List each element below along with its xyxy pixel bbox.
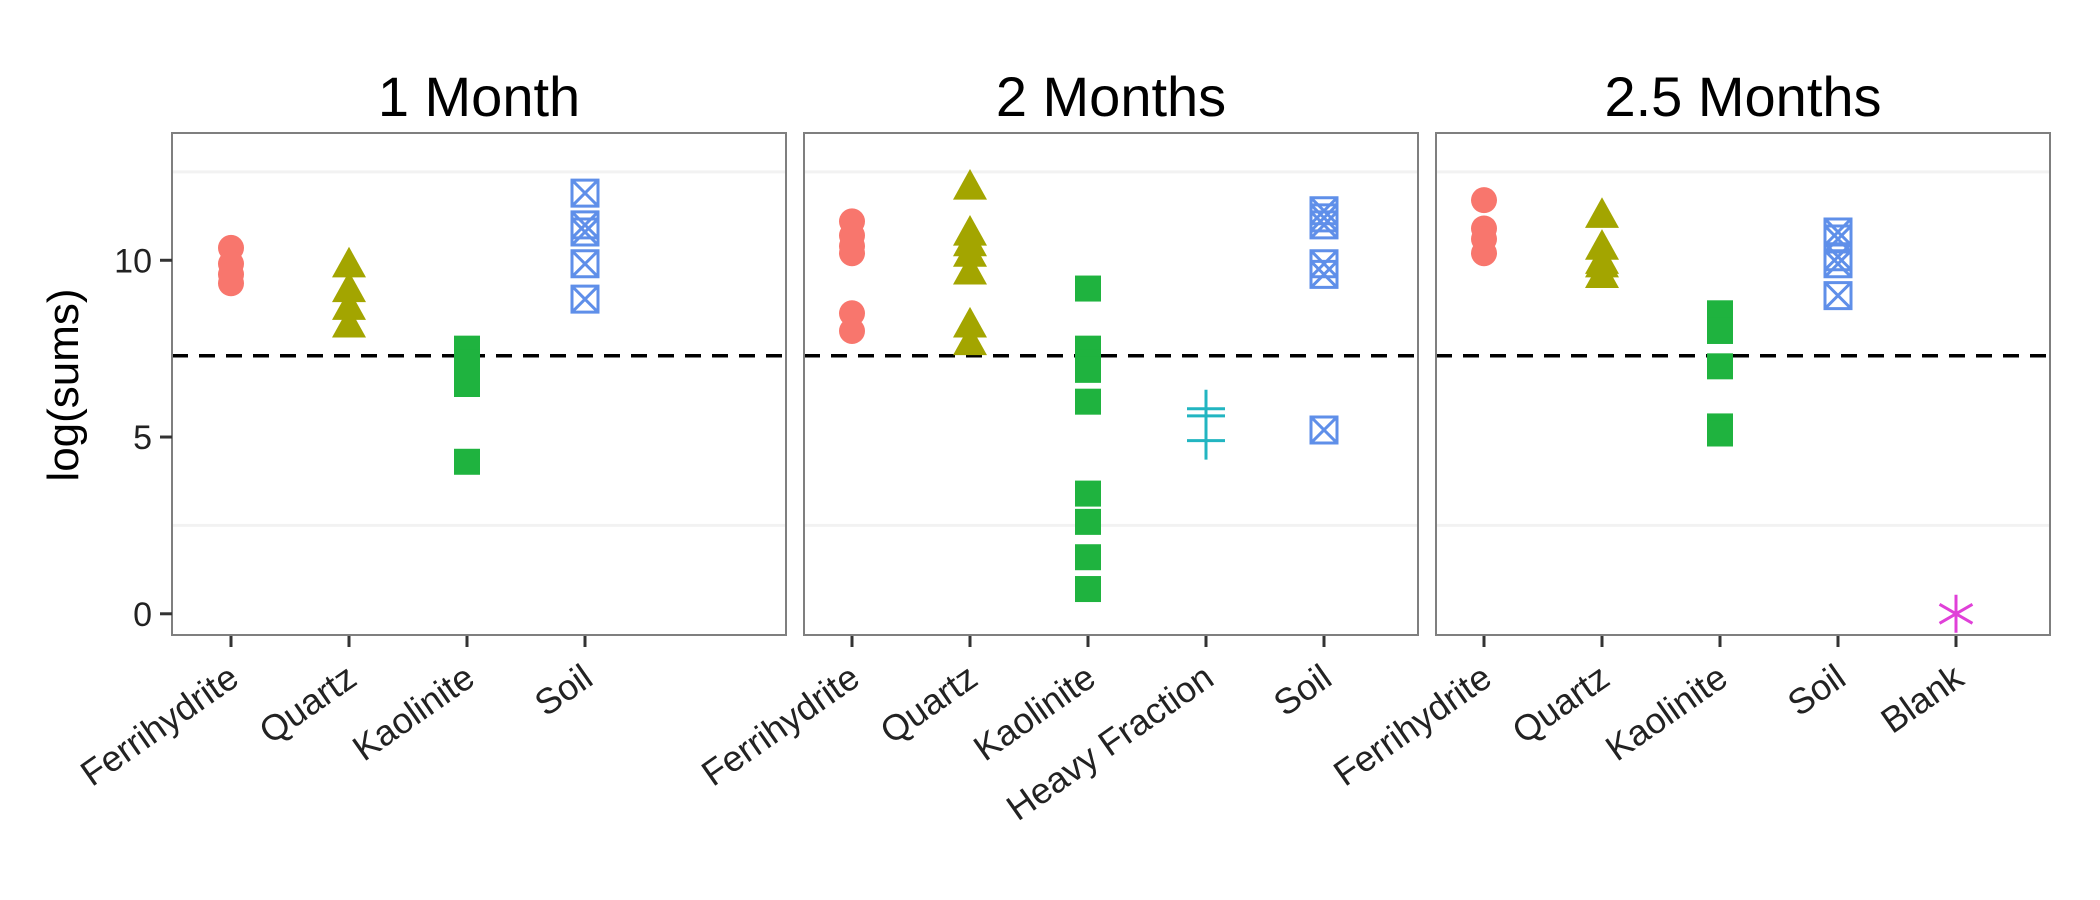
x-tick-label-soil: Soil — [1266, 656, 1339, 724]
point-kaolinite — [1075, 544, 1101, 570]
point-kaolinite — [1075, 276, 1101, 302]
x-tick-label-kaolinite: Kaolinite — [345, 656, 482, 769]
x-tick-label-kaolinite: Kaolinite — [1598, 656, 1735, 769]
x-tick-label-ferrihydrite: Ferrihydrite — [1326, 656, 1499, 794]
y-tick-label: 0 — [133, 596, 152, 634]
y-tick-label: 5 — [133, 419, 152, 457]
point-ferrihydrite — [1471, 240, 1497, 266]
point-ferrihydrite — [839, 318, 865, 344]
facet-title: 1 Month — [378, 65, 580, 128]
x-tick-label-blank: Blank — [1873, 655, 1971, 741]
point-kaolinite — [1707, 353, 1733, 379]
y-axis: 0 5 10 — [114, 242, 172, 634]
x-tick-label-ferrihydrite: Ferrihydrite — [73, 656, 246, 794]
y-axis-title: log(sums) — [39, 288, 88, 481]
point-kaolinite — [1075, 357, 1101, 383]
point-ferrihydrite — [1471, 187, 1497, 213]
point-kaolinite — [1707, 420, 1733, 446]
point-kaolinite — [1075, 389, 1101, 415]
point-kaolinite — [1075, 481, 1101, 507]
x-tick-label-heavy-fraction: Heavy Fraction — [999, 656, 1221, 828]
x-tick-label-ferrihydrite: Ferrihydrite — [694, 656, 867, 794]
facet-title: 2 Months — [996, 65, 1226, 128]
point-ferrihydrite — [839, 240, 865, 266]
point-kaolinite — [1075, 576, 1101, 602]
point-kaolinite — [1075, 509, 1101, 535]
point-ferrihydrite — [218, 270, 244, 296]
point-kaolinite — [454, 371, 480, 397]
x-tick-label-soil: Soil — [527, 656, 600, 724]
y-tick-label: 10 — [114, 242, 152, 280]
facet-title: 2.5 Months — [1604, 65, 1881, 128]
x-tick-label-soil: Soil — [1780, 656, 1853, 724]
point-kaolinite — [454, 449, 480, 475]
point-kaolinite — [1707, 318, 1733, 344]
panel-background — [1436, 133, 2050, 635]
